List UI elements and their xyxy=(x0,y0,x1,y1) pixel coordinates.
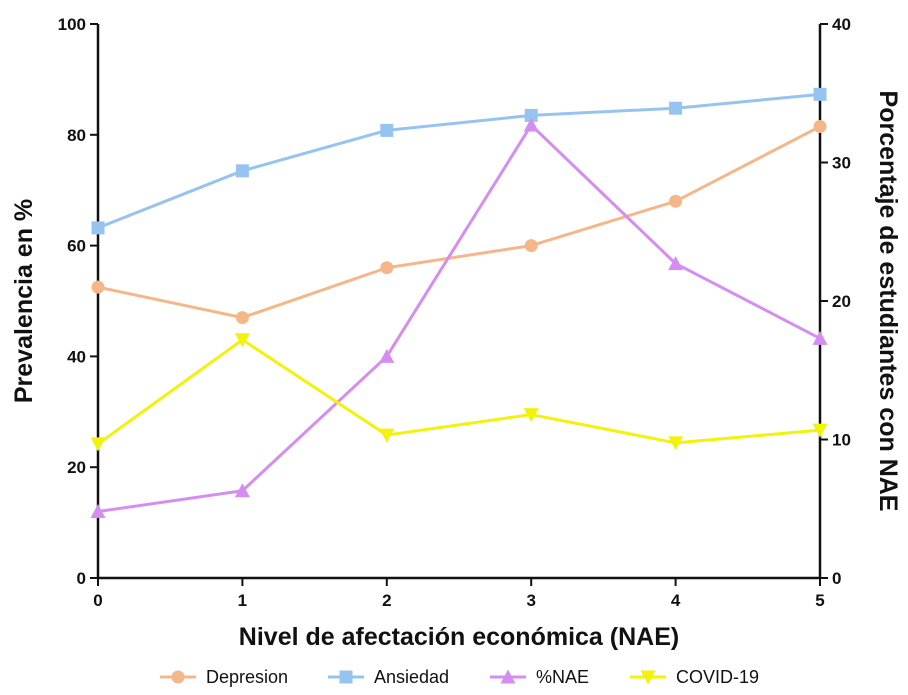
y-left-tick-label: 20 xyxy=(67,458,86,477)
legend-marker xyxy=(500,669,516,684)
y-left-tick-label: 0 xyxy=(77,569,86,588)
series-line xyxy=(97,123,821,514)
data-point xyxy=(234,333,250,348)
data-point xyxy=(524,239,538,253)
y-axis-right-title: Porcentaje de estudiantes con NAE xyxy=(874,91,902,512)
data-point xyxy=(524,108,538,122)
x-axis-title: Nivel de afectación económica (NAE) xyxy=(239,623,679,651)
legend-marker xyxy=(640,670,656,685)
legend-label: Ansiedad xyxy=(374,667,449,687)
legend-label: Depresion xyxy=(206,667,288,687)
y-axis-left-title: Prevalencia en % xyxy=(10,199,38,403)
data-point xyxy=(234,483,250,498)
legend-label: %NAE xyxy=(536,667,589,687)
data-point xyxy=(668,256,684,271)
y-left-tick-label: 60 xyxy=(67,237,86,256)
series-line xyxy=(97,338,821,446)
data-point xyxy=(235,164,249,178)
data-point xyxy=(523,408,539,423)
legend: Depresion Ansiedad %NAE COVID-19 xyxy=(160,667,759,687)
data-point xyxy=(90,437,106,452)
series-ansiedad xyxy=(91,87,827,235)
data-point xyxy=(90,504,106,519)
series-layer xyxy=(90,87,828,519)
y-right-tick-label: 30 xyxy=(832,154,851,173)
legend-item: COVID-19 xyxy=(630,667,759,687)
legend-item: Depresion xyxy=(160,667,288,687)
x-tick-label: 1 xyxy=(238,591,247,610)
series--nae xyxy=(90,117,828,519)
y-left-tick-label: 100 xyxy=(58,15,86,34)
x-tick-label: 3 xyxy=(526,591,535,610)
y-right-tick-label: 20 xyxy=(832,292,851,311)
y-left-tick-label: 80 xyxy=(67,126,86,145)
data-point xyxy=(235,311,249,325)
data-point xyxy=(91,221,105,235)
data-point xyxy=(379,428,395,443)
data-point xyxy=(668,436,684,451)
legend-marker xyxy=(339,670,353,684)
data-point xyxy=(669,194,683,208)
y-left-tick-label: 40 xyxy=(67,347,86,366)
data-point xyxy=(91,280,105,294)
data-point xyxy=(812,423,828,438)
legend-item: Ansiedad xyxy=(328,667,449,687)
data-point xyxy=(380,123,394,137)
x-tick-label: 5 xyxy=(815,591,824,610)
series-line xyxy=(97,125,821,320)
data-point xyxy=(380,261,394,275)
x-tick-label: 0 xyxy=(93,591,102,610)
y-right-tick-label: 0 xyxy=(832,569,841,588)
data-point xyxy=(379,348,395,363)
series-covid-19 xyxy=(90,333,828,452)
data-point xyxy=(813,87,827,101)
x-tick-label: 4 xyxy=(671,591,681,610)
data-point xyxy=(812,330,828,345)
series-line xyxy=(97,92,821,230)
legend-item: %NAE xyxy=(490,667,589,687)
series-depresion xyxy=(91,119,827,325)
data-point xyxy=(669,101,683,115)
legend-label: COVID-19 xyxy=(676,667,759,687)
data-point xyxy=(813,119,827,133)
y-right-tick-label: 40 xyxy=(832,15,851,34)
x-tick-label: 2 xyxy=(382,591,391,610)
legend-marker xyxy=(171,670,185,684)
data-point xyxy=(523,117,539,132)
y-right-tick-label: 10 xyxy=(832,431,851,450)
